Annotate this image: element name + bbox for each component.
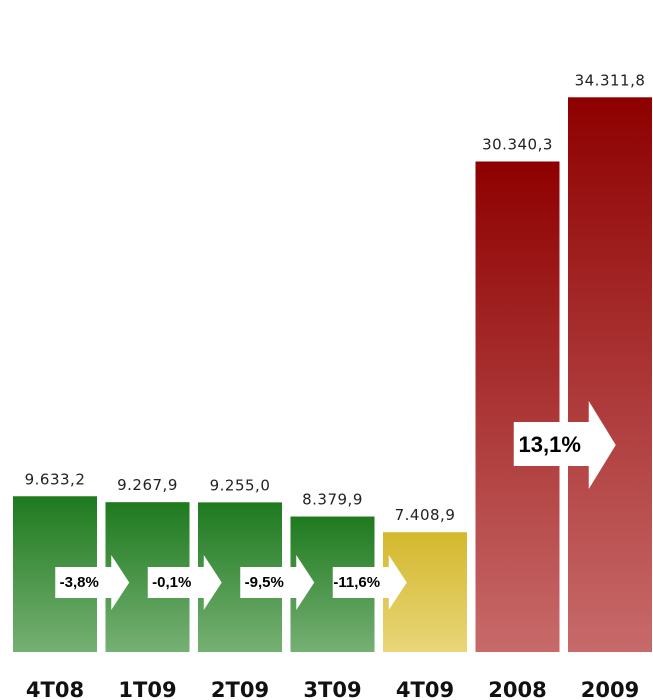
category-label-4t09: 4T09 xyxy=(396,678,454,700)
change-label-3: -9,5% xyxy=(245,574,284,591)
bar-2009 xyxy=(568,97,652,653)
category-label-2008: 2008 xyxy=(488,678,546,700)
value-label-2t09: 9.255,0 xyxy=(210,476,271,494)
change-arrow-4 xyxy=(332,555,407,610)
category-label-2009: 2009 xyxy=(581,678,639,700)
value-label-3t09: 8.379,9 xyxy=(302,491,363,509)
bar-2008 xyxy=(475,161,560,653)
change-arrow-5 xyxy=(513,401,616,489)
change-arrows-layer: -3,8% -0,1% -9,5% -11,6% 13,1% xyxy=(55,401,616,610)
category-label-3t09: 3T09 xyxy=(303,678,361,700)
value-label-2008: 30.340,3 xyxy=(482,135,553,153)
change-label-4: -11,6% xyxy=(333,574,380,591)
value-label-4t09: 7.408,9 xyxy=(395,506,456,524)
change-label-1: -3,8% xyxy=(60,574,99,591)
category-label-2t09: 2T09 xyxy=(211,678,269,700)
change-arrow-1 xyxy=(55,555,130,610)
labels-layer: 9.633,2 4T08 9.267,9 1T09 9.255,0 2T09 8.379,9… xyxy=(25,71,646,700)
change-arrow-3 xyxy=(240,555,315,610)
change-label-2: -0,1% xyxy=(152,574,191,591)
category-label-4t08: 4T08 xyxy=(26,678,84,700)
change-arrow-2 xyxy=(147,555,222,610)
category-label-1t09: 1T09 xyxy=(118,678,176,700)
value-label-2009: 34.311,8 xyxy=(575,71,646,89)
value-label-1t09: 9.267,9 xyxy=(117,476,178,494)
value-label-4t08: 9.633,2 xyxy=(25,470,86,488)
change-label-5: 13,1% xyxy=(519,432,581,457)
